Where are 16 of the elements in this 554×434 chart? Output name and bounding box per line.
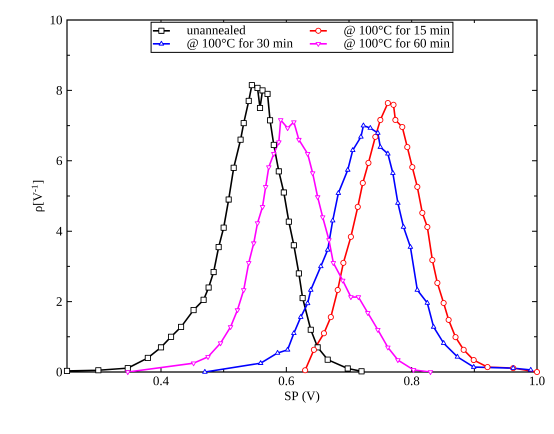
y-axis-title: ρ[V$^{-1}$] xyxy=(32,180,45,212)
x-tick-label: 0.6 xyxy=(278,376,294,386)
legend-label: unannealed xyxy=(186,25,246,34)
y-tick-label: 2 xyxy=(56,297,62,306)
y-tick-label: 8 xyxy=(56,86,62,95)
legend-label: @ 100°C for 15 min xyxy=(344,25,450,37)
y-tick-label: 4 xyxy=(56,226,62,236)
y-tick-label: 0 xyxy=(56,368,62,376)
x-tick-label: 0.8 xyxy=(404,376,420,386)
x-tick-label: 1.0 xyxy=(530,376,545,386)
x-axis-title: SP (V) xyxy=(285,391,320,403)
legend-label: @ 100°C for 60 min xyxy=(344,38,450,50)
y-tick-label: 10 xyxy=(50,16,62,24)
y-tick-label: 6 xyxy=(56,156,62,166)
x-tick-label: 0.4 xyxy=(153,376,169,386)
legend-label: @ 100°C for 30 min xyxy=(187,38,293,50)
